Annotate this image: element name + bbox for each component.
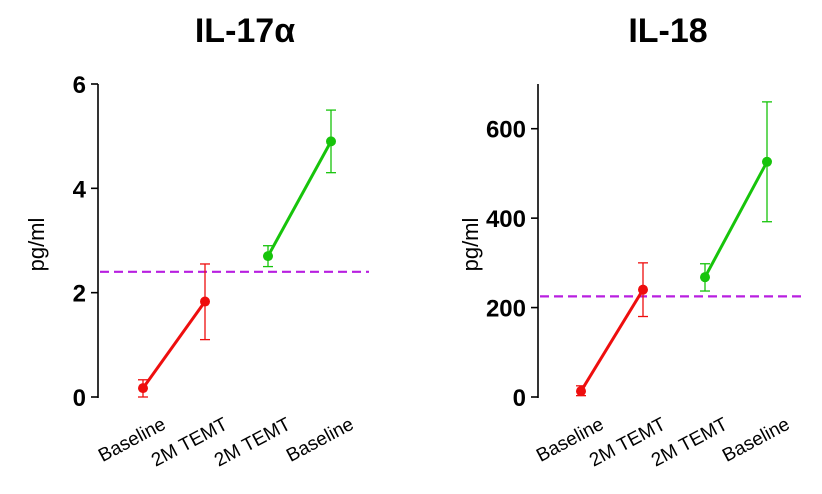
data-point xyxy=(576,386,586,397)
data-point xyxy=(263,251,273,262)
y-tick-label: 6 xyxy=(73,72,86,99)
y-tick-label: 0 xyxy=(73,385,86,412)
y-tick-label: 0 xyxy=(513,385,526,412)
x-tick-label: Baseline xyxy=(719,414,793,467)
data-point xyxy=(200,296,210,307)
y-axis-label: pg/ml xyxy=(24,218,49,272)
chart-title: IL-17α xyxy=(195,12,295,50)
y-tick-label: 400 xyxy=(486,206,526,233)
data-point xyxy=(762,156,772,167)
series-line xyxy=(266,140,333,257)
y-axis-label: pg/ml xyxy=(458,218,483,272)
chart-title: IL-18 xyxy=(628,12,707,50)
series-line xyxy=(703,161,769,278)
data-point xyxy=(326,136,336,147)
data-point xyxy=(638,284,648,295)
series-2 xyxy=(700,101,772,292)
series-line xyxy=(579,288,645,392)
series-line xyxy=(141,300,207,390)
y-tick-label: 4 xyxy=(73,176,87,203)
y-tick-label: 200 xyxy=(486,296,526,323)
data-point xyxy=(138,383,148,394)
x-tick-label: Baseline xyxy=(283,414,357,467)
y-tick-label: 2 xyxy=(73,281,86,308)
data-point xyxy=(700,272,710,283)
series-1 xyxy=(576,262,648,397)
y-tick-label: 600 xyxy=(486,117,526,144)
series-1 xyxy=(138,263,210,398)
series-2 xyxy=(263,109,336,268)
